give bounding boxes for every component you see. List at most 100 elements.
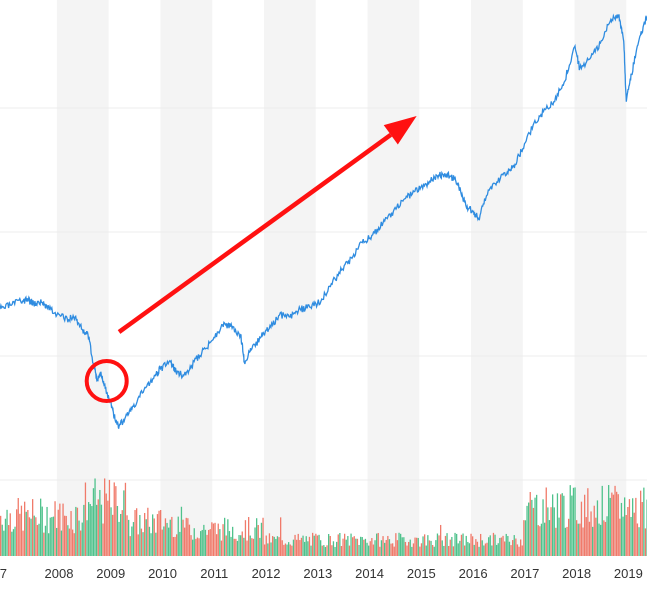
- volume-bar: [276, 536, 279, 556]
- volume-bar: [585, 517, 587, 556]
- volume-bar: [300, 537, 303, 556]
- volume-bar: [41, 506, 43, 556]
- volume-bar: [460, 534, 463, 556]
- volume-bar: [516, 544, 519, 556]
- volume-bar: [222, 524, 224, 556]
- volume-bar: [97, 499, 99, 556]
- volume-bar: [609, 497, 611, 556]
- volume-bar: [212, 523, 215, 556]
- volume-bar: [382, 536, 384, 556]
- volume-bar: [451, 536, 453, 556]
- volume-bar: [384, 542, 386, 556]
- volume-bar: [67, 525, 69, 556]
- volume-bar: [96, 504, 98, 556]
- volume-bar: [484, 543, 487, 556]
- x-tick-label: 7: [0, 566, 7, 581]
- volume-bar: [416, 537, 418, 556]
- x-tick-label: 2011: [200, 566, 228, 581]
- volume-bar: [81, 522, 83, 556]
- volume-bar: [30, 518, 32, 556]
- volume-bar: [491, 545, 493, 556]
- volume-bar: [372, 544, 375, 556]
- volume-bar: [116, 505, 119, 556]
- volume-bar: [422, 536, 424, 556]
- volume-bar: [348, 545, 351, 556]
- volume-bar: [379, 546, 381, 556]
- volume-bar: [254, 527, 256, 556]
- volume-bar: [534, 497, 536, 556]
- volume-bar: [433, 546, 435, 556]
- volume-bar: [51, 517, 53, 556]
- volume-bar: [123, 490, 125, 556]
- volume-bar: [601, 485, 603, 556]
- volume-bar: [148, 526, 151, 556]
- volume-bar: [52, 516, 55, 556]
- volume-bar: [368, 545, 370, 556]
- year-band: [471, 0, 523, 556]
- volume-bar: [398, 532, 400, 556]
- volume-bar: [568, 518, 570, 556]
- volume-bar: [337, 534, 339, 556]
- volume-bar: [48, 533, 50, 556]
- volume-bar: [214, 522, 216, 556]
- volume-bar: [644, 528, 647, 556]
- volume-bar: [278, 537, 280, 556]
- volume-bars: [0, 478, 647, 556]
- volume-bar: [76, 507, 79, 556]
- x-tick-label: 2015: [407, 566, 436, 581]
- volume-bar: [347, 536, 349, 556]
- volume-bar: [467, 541, 469, 556]
- volume-bar: [267, 543, 269, 556]
- volume-bar: [489, 535, 491, 556]
- volume-bar: [462, 533, 464, 556]
- volume-bar: [270, 542, 272, 556]
- volume-bar: [339, 532, 341, 556]
- volume-bar: [376, 533, 378, 556]
- volume-bar: [184, 527, 186, 556]
- volume-bar: [248, 517, 250, 556]
- volume-bar: [216, 534, 218, 556]
- volume-bar: [571, 495, 573, 556]
- volume-bar: [25, 511, 27, 556]
- volume-bar: [544, 522, 546, 556]
- volume-bar: [33, 515, 35, 556]
- volume-bar: [572, 487, 575, 556]
- x-tick-label: 2009: [96, 566, 125, 581]
- volume-bar: [105, 493, 107, 556]
- volume-bar: [16, 509, 18, 556]
- volume-bar: [137, 534, 139, 556]
- volume-bar: [38, 523, 40, 556]
- x-tick-label: 2014: [355, 566, 384, 581]
- volume-bar: [555, 527, 557, 556]
- volume-bar: [536, 494, 538, 556]
- volume-bar: [537, 525, 539, 556]
- volume-bar: [265, 535, 267, 556]
- volume-bar: [392, 543, 394, 556]
- volume-bar: [488, 537, 490, 556]
- volume-bar: [118, 521, 120, 556]
- x-tick-label: 2016: [459, 566, 488, 581]
- volume-bar: [182, 519, 184, 556]
- volume-bar: [177, 516, 179, 556]
- volume-bar: [400, 533, 402, 556]
- volume-bar: [636, 523, 639, 556]
- volume-bar: [140, 528, 143, 556]
- volume-bar: [89, 503, 91, 556]
- volume-bar: [443, 545, 445, 556]
- volume-bar: [318, 534, 320, 556]
- volume-bar: [553, 507, 555, 556]
- volume-bar: [307, 541, 309, 556]
- volume-bar: [139, 514, 141, 556]
- volume-bar: [281, 540, 283, 556]
- volume-bar: [588, 521, 591, 556]
- volume-bar: [352, 537, 354, 556]
- volume-bar: [320, 540, 322, 556]
- volume-bar: [414, 537, 416, 556]
- year-bands: [56, 0, 627, 556]
- volume-bar: [419, 546, 421, 556]
- volume-bar: [208, 529, 210, 556]
- volume-bar: [396, 540, 399, 556]
- volume-bar: [608, 485, 610, 556]
- volume-bar: [158, 510, 160, 556]
